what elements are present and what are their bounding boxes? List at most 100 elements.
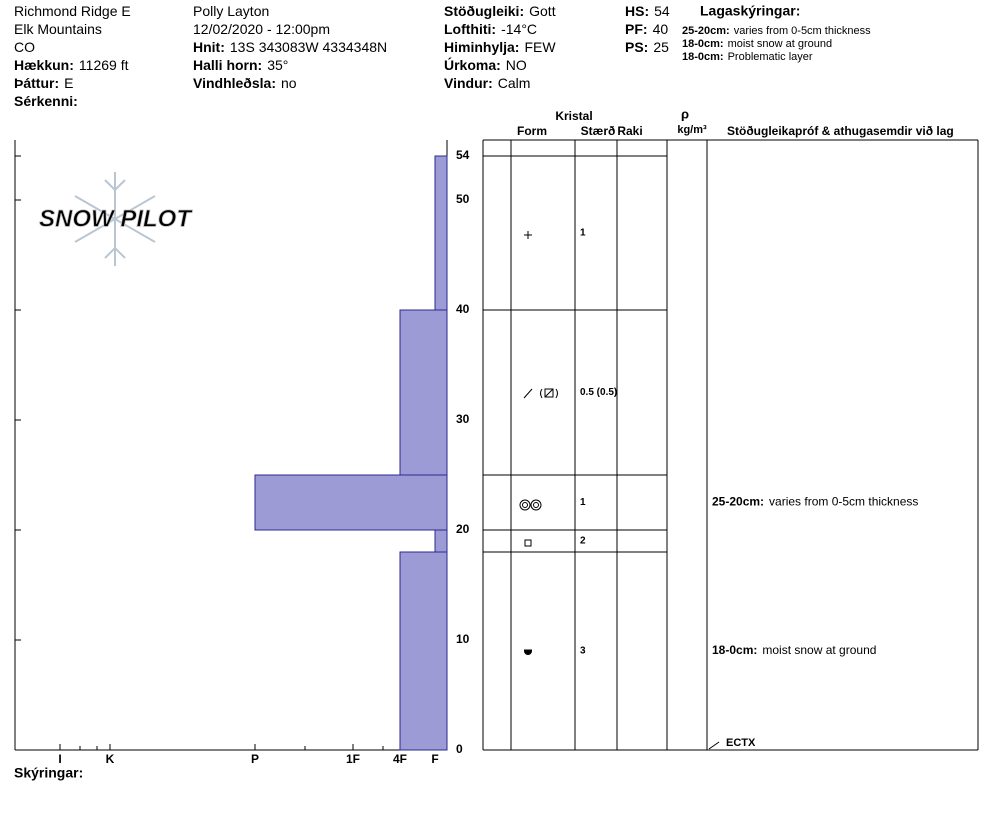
field-label: Himinhylja: xyxy=(444,39,519,55)
kristal-header: Kristal xyxy=(555,109,592,123)
field-value: Polly Layton xyxy=(193,3,269,19)
layer-comment: 25-20cm: varies from 0-5cm thickness xyxy=(712,495,918,509)
hardness-bar xyxy=(434,155,448,311)
grain-symbols xyxy=(519,231,558,655)
legend-text: varies from 0-5cm thickness xyxy=(734,25,871,37)
legend-item: 18-0cm: Problematic layer xyxy=(682,51,813,63)
field-label: Vindur: xyxy=(444,75,493,91)
legend-range: 18-0cm: xyxy=(682,51,724,63)
field-label: Lofthiti: xyxy=(444,21,496,37)
legend-item: 25-20cm: varies from 0-5cm thickness xyxy=(682,25,871,37)
legend-item: 18-0cm: moist snow at ground xyxy=(682,38,832,50)
comment-range: 18-0cm: xyxy=(712,643,757,657)
hardness-label: K xyxy=(106,752,115,766)
table-frame xyxy=(482,139,979,751)
y-tick-label: 10 xyxy=(456,632,470,646)
moisture-header: Raki xyxy=(617,124,642,138)
size-header: Stærð xyxy=(581,124,616,138)
hardness-label: 4F xyxy=(393,752,407,766)
legend-text: moist snow at ground xyxy=(728,38,833,50)
hardness-bar xyxy=(399,551,448,751)
grain-size: 3 xyxy=(580,646,586,657)
comment-range: 25-20cm: xyxy=(712,495,764,509)
field-value: NO xyxy=(506,57,527,73)
field-value: 40 xyxy=(653,21,669,37)
footer-label: Skýringar: xyxy=(14,765,83,781)
field-value: 35° xyxy=(267,57,288,73)
hardness-label: I xyxy=(58,752,61,766)
field-value: Calm xyxy=(498,75,531,91)
y-tick-label: 54 xyxy=(456,148,470,162)
field-label: Sérkenni: xyxy=(14,93,78,109)
header-field: Lofthiti: -14°C xyxy=(444,21,537,37)
field-value: FEW xyxy=(524,39,556,55)
field-value: 13S 343083W 4334348N xyxy=(230,39,387,55)
header-field: CO xyxy=(14,39,35,55)
header-field: Himinhylja: FEW xyxy=(444,39,556,55)
field-value: 25 xyxy=(653,39,669,55)
field-value: Gott xyxy=(529,3,556,19)
hardness-bar xyxy=(254,474,448,531)
grain-size: 2 xyxy=(580,536,586,547)
field-value: 12/02/2020 - 12:00pm xyxy=(193,21,330,37)
y-tick-label: 40 xyxy=(456,302,470,316)
comment-text: moist snow at ground xyxy=(762,643,876,657)
field-label: PF: xyxy=(625,21,648,37)
field-label: PS: xyxy=(625,39,648,55)
header-field: HS: 54 xyxy=(625,3,670,19)
header-field: Vindhleðsla: no xyxy=(193,75,297,91)
grain-size: 0.5 (0.5) xyxy=(580,387,617,398)
legend-title: Lagaskýringar: xyxy=(700,3,800,19)
header-field: Polly Layton xyxy=(193,3,269,19)
y-tick-label: 0 xyxy=(456,742,463,756)
field-value: Elk Mountains xyxy=(14,21,102,37)
header-field: Stöðugleiki: Gott xyxy=(444,3,556,19)
form-header: Form xyxy=(517,124,547,138)
hardness-bar xyxy=(399,309,448,476)
field-label: Þáttur: xyxy=(14,75,59,91)
y-tick-label: 20 xyxy=(456,522,470,536)
header-field: Elk Mountains xyxy=(14,21,102,37)
header-field: Vindur: Calm xyxy=(444,75,530,91)
field-value: E xyxy=(64,75,73,91)
field-label: Hnit: xyxy=(193,39,225,55)
hardness-bar xyxy=(434,529,448,553)
grain-size: 1 xyxy=(580,497,586,508)
hardness-label: P xyxy=(251,752,259,766)
field-label: Vindhleðsla: xyxy=(193,75,276,91)
header-field: Halli horn: 35° xyxy=(193,57,288,73)
layer-comment: 18-0cm: moist snow at ground xyxy=(712,643,876,657)
header-field: Sérkenni: xyxy=(14,93,78,109)
hardness-label: F xyxy=(431,752,438,766)
legend-text: Problematic layer xyxy=(728,51,813,63)
field-label: HS: xyxy=(625,3,649,19)
test-arrow xyxy=(708,741,720,750)
field-value: CO xyxy=(14,39,35,55)
y-tick-label: 30 xyxy=(456,412,470,426)
header-field: Hækkun: 11269 ft xyxy=(14,57,129,73)
header-field: Richmond Ridge E xyxy=(14,3,131,19)
field-value: -14°C xyxy=(501,21,537,37)
header-field: Hnit: 13S 343083W 4334348N xyxy=(193,39,387,55)
rho-header: ρ xyxy=(681,106,689,121)
header-field: Þáttur: E xyxy=(14,75,73,91)
field-label: Halli horn: xyxy=(193,57,262,73)
field-label: Hækkun: xyxy=(14,57,74,73)
field-value: Richmond Ridge E xyxy=(14,3,131,19)
legend-range: 18-0cm: xyxy=(682,38,724,50)
density-unit: kg/m³ xyxy=(677,124,707,136)
header-field: PF: 40 xyxy=(625,21,668,37)
grain-size: 1 xyxy=(580,228,586,239)
header-field: Úrkoma: NO xyxy=(444,56,527,73)
stability-test: ECTX xyxy=(726,737,756,749)
comment-text: varies from 0-5cm thickness xyxy=(769,495,918,509)
legend-range: 25-20cm: xyxy=(682,25,730,37)
field-value: no xyxy=(281,75,297,91)
field-value: 54 xyxy=(654,3,670,19)
field-label: Stöðugleiki: xyxy=(444,3,524,19)
logo-text: SNOW PILOT xyxy=(39,205,193,232)
header-field: PS: 25 xyxy=(625,39,669,55)
y-tick-label: 50 xyxy=(456,192,470,206)
hardness-label: 1F xyxy=(346,752,360,766)
